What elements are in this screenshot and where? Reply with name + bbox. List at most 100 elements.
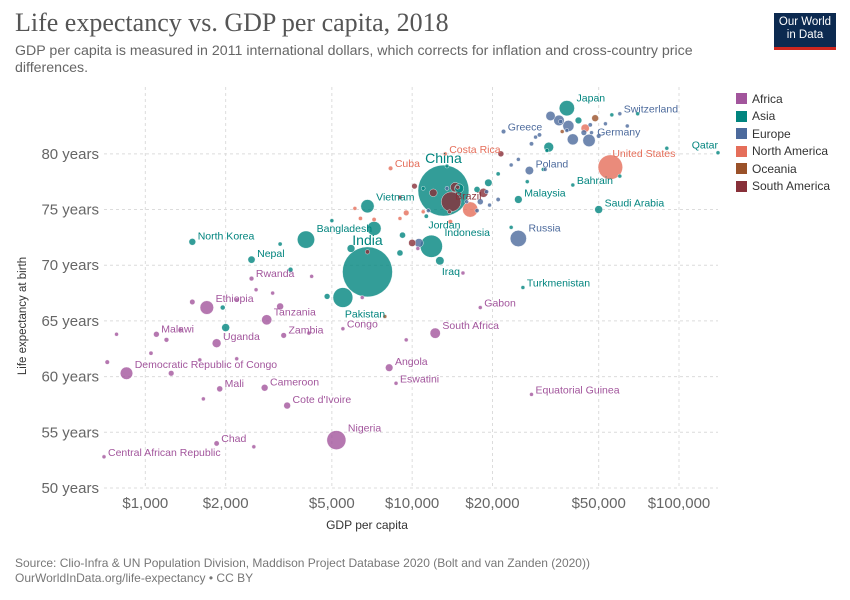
legend-item[interactable]: Oceania bbox=[736, 160, 830, 178]
data-point bbox=[199, 300, 214, 315]
data-point bbox=[234, 297, 239, 302]
legend: Africa Asia Europe North America Oceania Sout… bbox=[736, 90, 830, 195]
data-point bbox=[635, 111, 640, 116]
grid-lines bbox=[104, 87, 718, 489]
data-point bbox=[560, 129, 565, 134]
data-point bbox=[153, 331, 160, 338]
data-point bbox=[404, 337, 409, 343]
legend-item[interactable]: South America bbox=[736, 178, 830, 196]
data-point bbox=[564, 128, 570, 133]
data-point bbox=[382, 314, 388, 319]
data-point bbox=[324, 293, 331, 300]
data-point bbox=[477, 198, 484, 205]
point-label: Greece bbox=[508, 121, 543, 133]
data-point bbox=[574, 116, 583, 124]
legend-swatch bbox=[736, 163, 747, 175]
logo-line-1: Our World bbox=[778, 16, 832, 28]
data-point bbox=[464, 199, 469, 204]
legend-swatch bbox=[736, 180, 747, 192]
data-point bbox=[216, 385, 223, 393]
license-note[interactable]: OurWorldInData.org/life-expectancy • CC … bbox=[15, 571, 254, 585]
data-point bbox=[340, 326, 346, 331]
owid-logo[interactable]: Our World in Data bbox=[774, 13, 836, 50]
point-label: Russia bbox=[529, 222, 561, 234]
point-label: Cameroon bbox=[270, 376, 319, 388]
legend-item[interactable]: Africa bbox=[736, 90, 830, 108]
point-label: Angola bbox=[395, 356, 428, 368]
data-point bbox=[544, 148, 550, 153]
data-point bbox=[297, 230, 315, 249]
legend-item[interactable]: Asia bbox=[736, 108, 830, 126]
point-label: Cote d'Ivoire bbox=[293, 394, 352, 406]
legend-label: North America bbox=[752, 144, 829, 159]
data-point bbox=[280, 332, 287, 339]
data-point bbox=[525, 166, 534, 175]
data-point bbox=[326, 430, 347, 450]
data-point bbox=[582, 134, 596, 147]
data-point bbox=[411, 183, 418, 190]
data-point bbox=[529, 141, 534, 147]
point-label: Germany bbox=[597, 126, 641, 138]
data-point bbox=[234, 356, 239, 361]
data-point bbox=[591, 114, 599, 122]
data-point bbox=[435, 256, 445, 266]
data-point bbox=[360, 295, 365, 300]
data-point bbox=[558, 119, 563, 124]
point-label: Gabon bbox=[484, 298, 516, 310]
data-point bbox=[408, 239, 416, 247]
data-point bbox=[201, 396, 206, 402]
data-point bbox=[306, 330, 312, 336]
data-point bbox=[529, 392, 534, 397]
legend-item[interactable]: North America bbox=[736, 143, 830, 161]
data-point bbox=[120, 366, 133, 380]
legend-label: Asia bbox=[752, 109, 776, 124]
data-point bbox=[537, 132, 542, 138]
point-label: Nepal bbox=[257, 248, 284, 260]
data-point bbox=[501, 129, 506, 135]
point-label: Poland bbox=[536, 158, 569, 170]
y-axis-label: Life expectancy at birth bbox=[17, 257, 29, 375]
data-point bbox=[587, 122, 593, 128]
y-tick-label: 80 years bbox=[41, 146, 99, 163]
data-point bbox=[484, 178, 493, 187]
data-point bbox=[715, 150, 721, 155]
data-point bbox=[444, 186, 450, 191]
data-point bbox=[429, 188, 438, 197]
point-label: Equatorial Guinea bbox=[535, 384, 619, 396]
data-point bbox=[455, 185, 460, 190]
legend-label: Africa bbox=[752, 91, 783, 106]
data-point bbox=[415, 246, 421, 251]
x-tick-label: $5,000 bbox=[309, 495, 355, 512]
data-point bbox=[397, 195, 403, 200]
data-point bbox=[542, 167, 548, 172]
data-point bbox=[508, 225, 514, 230]
point-label: Eswatini bbox=[400, 373, 439, 385]
point-label: Switzerland bbox=[624, 104, 678, 116]
point-label: United States bbox=[612, 148, 675, 160]
data-point bbox=[148, 350, 154, 356]
data-points bbox=[101, 100, 721, 460]
data-point bbox=[617, 173, 623, 179]
x-tick-label: $1,000 bbox=[122, 495, 168, 512]
data-point bbox=[617, 111, 623, 116]
data-point bbox=[559, 100, 575, 117]
data-point bbox=[420, 234, 443, 258]
legend-item[interactable]: Europe bbox=[736, 125, 830, 143]
data-point bbox=[444, 163, 450, 169]
footer: Source: Clio-Infra & UN Population Divis… bbox=[15, 556, 590, 586]
point-label: Turkmenistan bbox=[527, 278, 590, 290]
point-label: Brazil bbox=[455, 191, 481, 203]
point-label: Rwanda bbox=[256, 268, 295, 280]
y-tick-label: 75 years bbox=[41, 202, 99, 219]
point-label: Pakistan bbox=[345, 308, 385, 320]
legend-label: Oceania bbox=[752, 161, 797, 176]
y-tick-label: 70 years bbox=[41, 257, 99, 274]
data-point bbox=[163, 337, 170, 343]
data-point bbox=[332, 287, 353, 308]
data-point bbox=[352, 206, 358, 211]
data-point bbox=[329, 218, 335, 223]
data-point bbox=[429, 327, 441, 339]
point-label: India bbox=[352, 232, 383, 248]
data-point bbox=[197, 357, 203, 363]
data-point bbox=[346, 244, 356, 253]
